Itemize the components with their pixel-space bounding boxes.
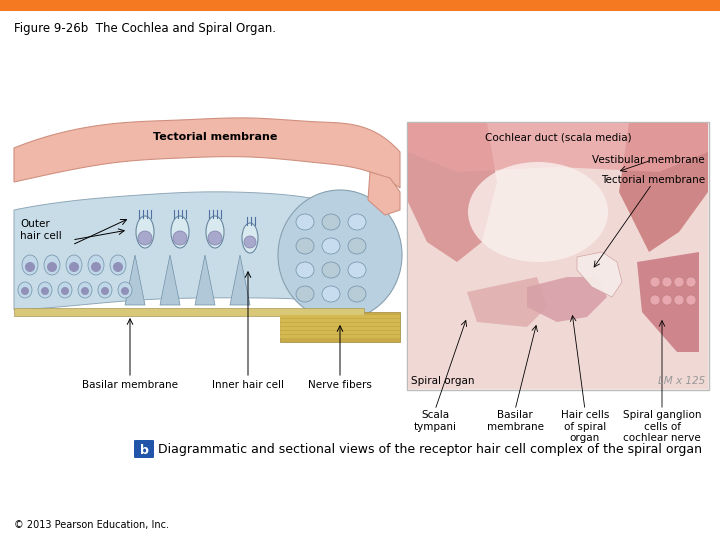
Circle shape [244, 236, 256, 248]
Bar [280, 315, 400, 318]
Ellipse shape [58, 282, 72, 298]
Ellipse shape [296, 214, 314, 230]
Circle shape [113, 262, 123, 272]
Polygon shape [125, 255, 145, 305]
Circle shape [81, 287, 89, 295]
Ellipse shape [38, 282, 52, 298]
Ellipse shape [88, 255, 104, 275]
Text: © 2013 Pearson Education, Inc.: © 2013 Pearson Education, Inc. [14, 520, 169, 530]
Circle shape [173, 231, 187, 245]
Ellipse shape [98, 282, 112, 298]
Text: Figure 9-26b  The Cochlea and Spiral Organ.: Figure 9-26b The Cochlea and Spiral Orga… [14, 22, 276, 35]
Circle shape [662, 295, 672, 305]
Circle shape [47, 262, 57, 272]
Circle shape [121, 287, 129, 295]
Bar [280, 319, 400, 321]
Text: Scala
tympani: Scala tympani [413, 410, 456, 431]
Circle shape [674, 295, 684, 305]
Circle shape [662, 277, 672, 287]
Polygon shape [14, 192, 355, 310]
Ellipse shape [348, 262, 366, 278]
Bar [407, 122, 709, 390]
Ellipse shape [118, 282, 132, 298]
Polygon shape [527, 277, 607, 322]
Bar [280, 312, 400, 342]
Bar [14, 308, 364, 316]
Circle shape [686, 295, 696, 305]
Circle shape [41, 287, 49, 295]
Ellipse shape [110, 255, 126, 275]
Ellipse shape [206, 216, 224, 248]
Ellipse shape [278, 190, 402, 320]
Text: Basilar membrane: Basilar membrane [82, 380, 178, 390]
Ellipse shape [171, 216, 189, 248]
Ellipse shape [242, 223, 258, 253]
Text: Inner hair cell: Inner hair cell [212, 380, 284, 390]
Text: Tectorial membrane: Tectorial membrane [601, 175, 705, 185]
Circle shape [61, 287, 69, 295]
Polygon shape [577, 252, 622, 297]
Circle shape [91, 262, 101, 272]
Bar [280, 327, 400, 329]
Ellipse shape [322, 214, 340, 230]
Circle shape [138, 231, 152, 245]
Text: Tectorial membrane: Tectorial membrane [153, 132, 277, 142]
Ellipse shape [322, 262, 340, 278]
Bar [280, 323, 400, 326]
Text: Spiral organ: Spiral organ [411, 376, 474, 386]
FancyBboxPatch shape [134, 440, 154, 458]
Ellipse shape [322, 286, 340, 302]
Ellipse shape [18, 282, 32, 298]
Text: Outer
hair cell: Outer hair cell [20, 219, 62, 241]
Ellipse shape [348, 214, 366, 230]
Ellipse shape [322, 238, 340, 254]
Text: Cochlear duct (scala media): Cochlear duct (scala media) [485, 132, 631, 142]
Ellipse shape [468, 162, 608, 262]
Ellipse shape [348, 286, 366, 302]
Text: Basilar
membrane: Basilar membrane [487, 410, 544, 431]
Bar [280, 335, 400, 338]
Circle shape [21, 287, 29, 295]
Ellipse shape [296, 286, 314, 302]
Polygon shape [368, 172, 400, 215]
Bar [0, 0, 720, 11]
Ellipse shape [296, 238, 314, 254]
Text: Vestibular membrane: Vestibular membrane [593, 155, 705, 165]
Ellipse shape [44, 255, 60, 275]
Bar [280, 331, 400, 334]
Text: LM x 125: LM x 125 [658, 376, 705, 386]
Circle shape [208, 231, 222, 245]
Text: Nerve fibers: Nerve fibers [308, 380, 372, 390]
Ellipse shape [78, 282, 92, 298]
Circle shape [650, 295, 660, 305]
Circle shape [69, 262, 79, 272]
Text: b: b [140, 443, 148, 456]
Ellipse shape [136, 216, 154, 248]
Circle shape [650, 277, 660, 287]
Text: Spiral ganglion
cells of
cochlear nerve: Spiral ganglion cells of cochlear nerve [623, 410, 701, 443]
Circle shape [674, 277, 684, 287]
Circle shape [25, 262, 35, 272]
Bar [408, 123, 708, 389]
Text: Hair cells
of spiral
organ: Hair cells of spiral organ [561, 410, 609, 443]
Circle shape [686, 277, 696, 287]
Polygon shape [14, 118, 400, 188]
Polygon shape [408, 123, 708, 172]
Ellipse shape [22, 255, 38, 275]
Polygon shape [408, 123, 497, 262]
Polygon shape [230, 255, 250, 305]
Ellipse shape [348, 238, 366, 254]
Ellipse shape [66, 255, 82, 275]
Text: Diagrammatic and sectional views of the receptor hair cell complex of the spiral: Diagrammatic and sectional views of the … [158, 443, 702, 456]
Polygon shape [637, 252, 699, 352]
Bar [14, 105, 400, 378]
Circle shape [101, 287, 109, 295]
Ellipse shape [296, 262, 314, 278]
Polygon shape [467, 277, 547, 327]
Polygon shape [619, 123, 708, 252]
Polygon shape [160, 255, 180, 305]
Polygon shape [195, 255, 215, 305]
